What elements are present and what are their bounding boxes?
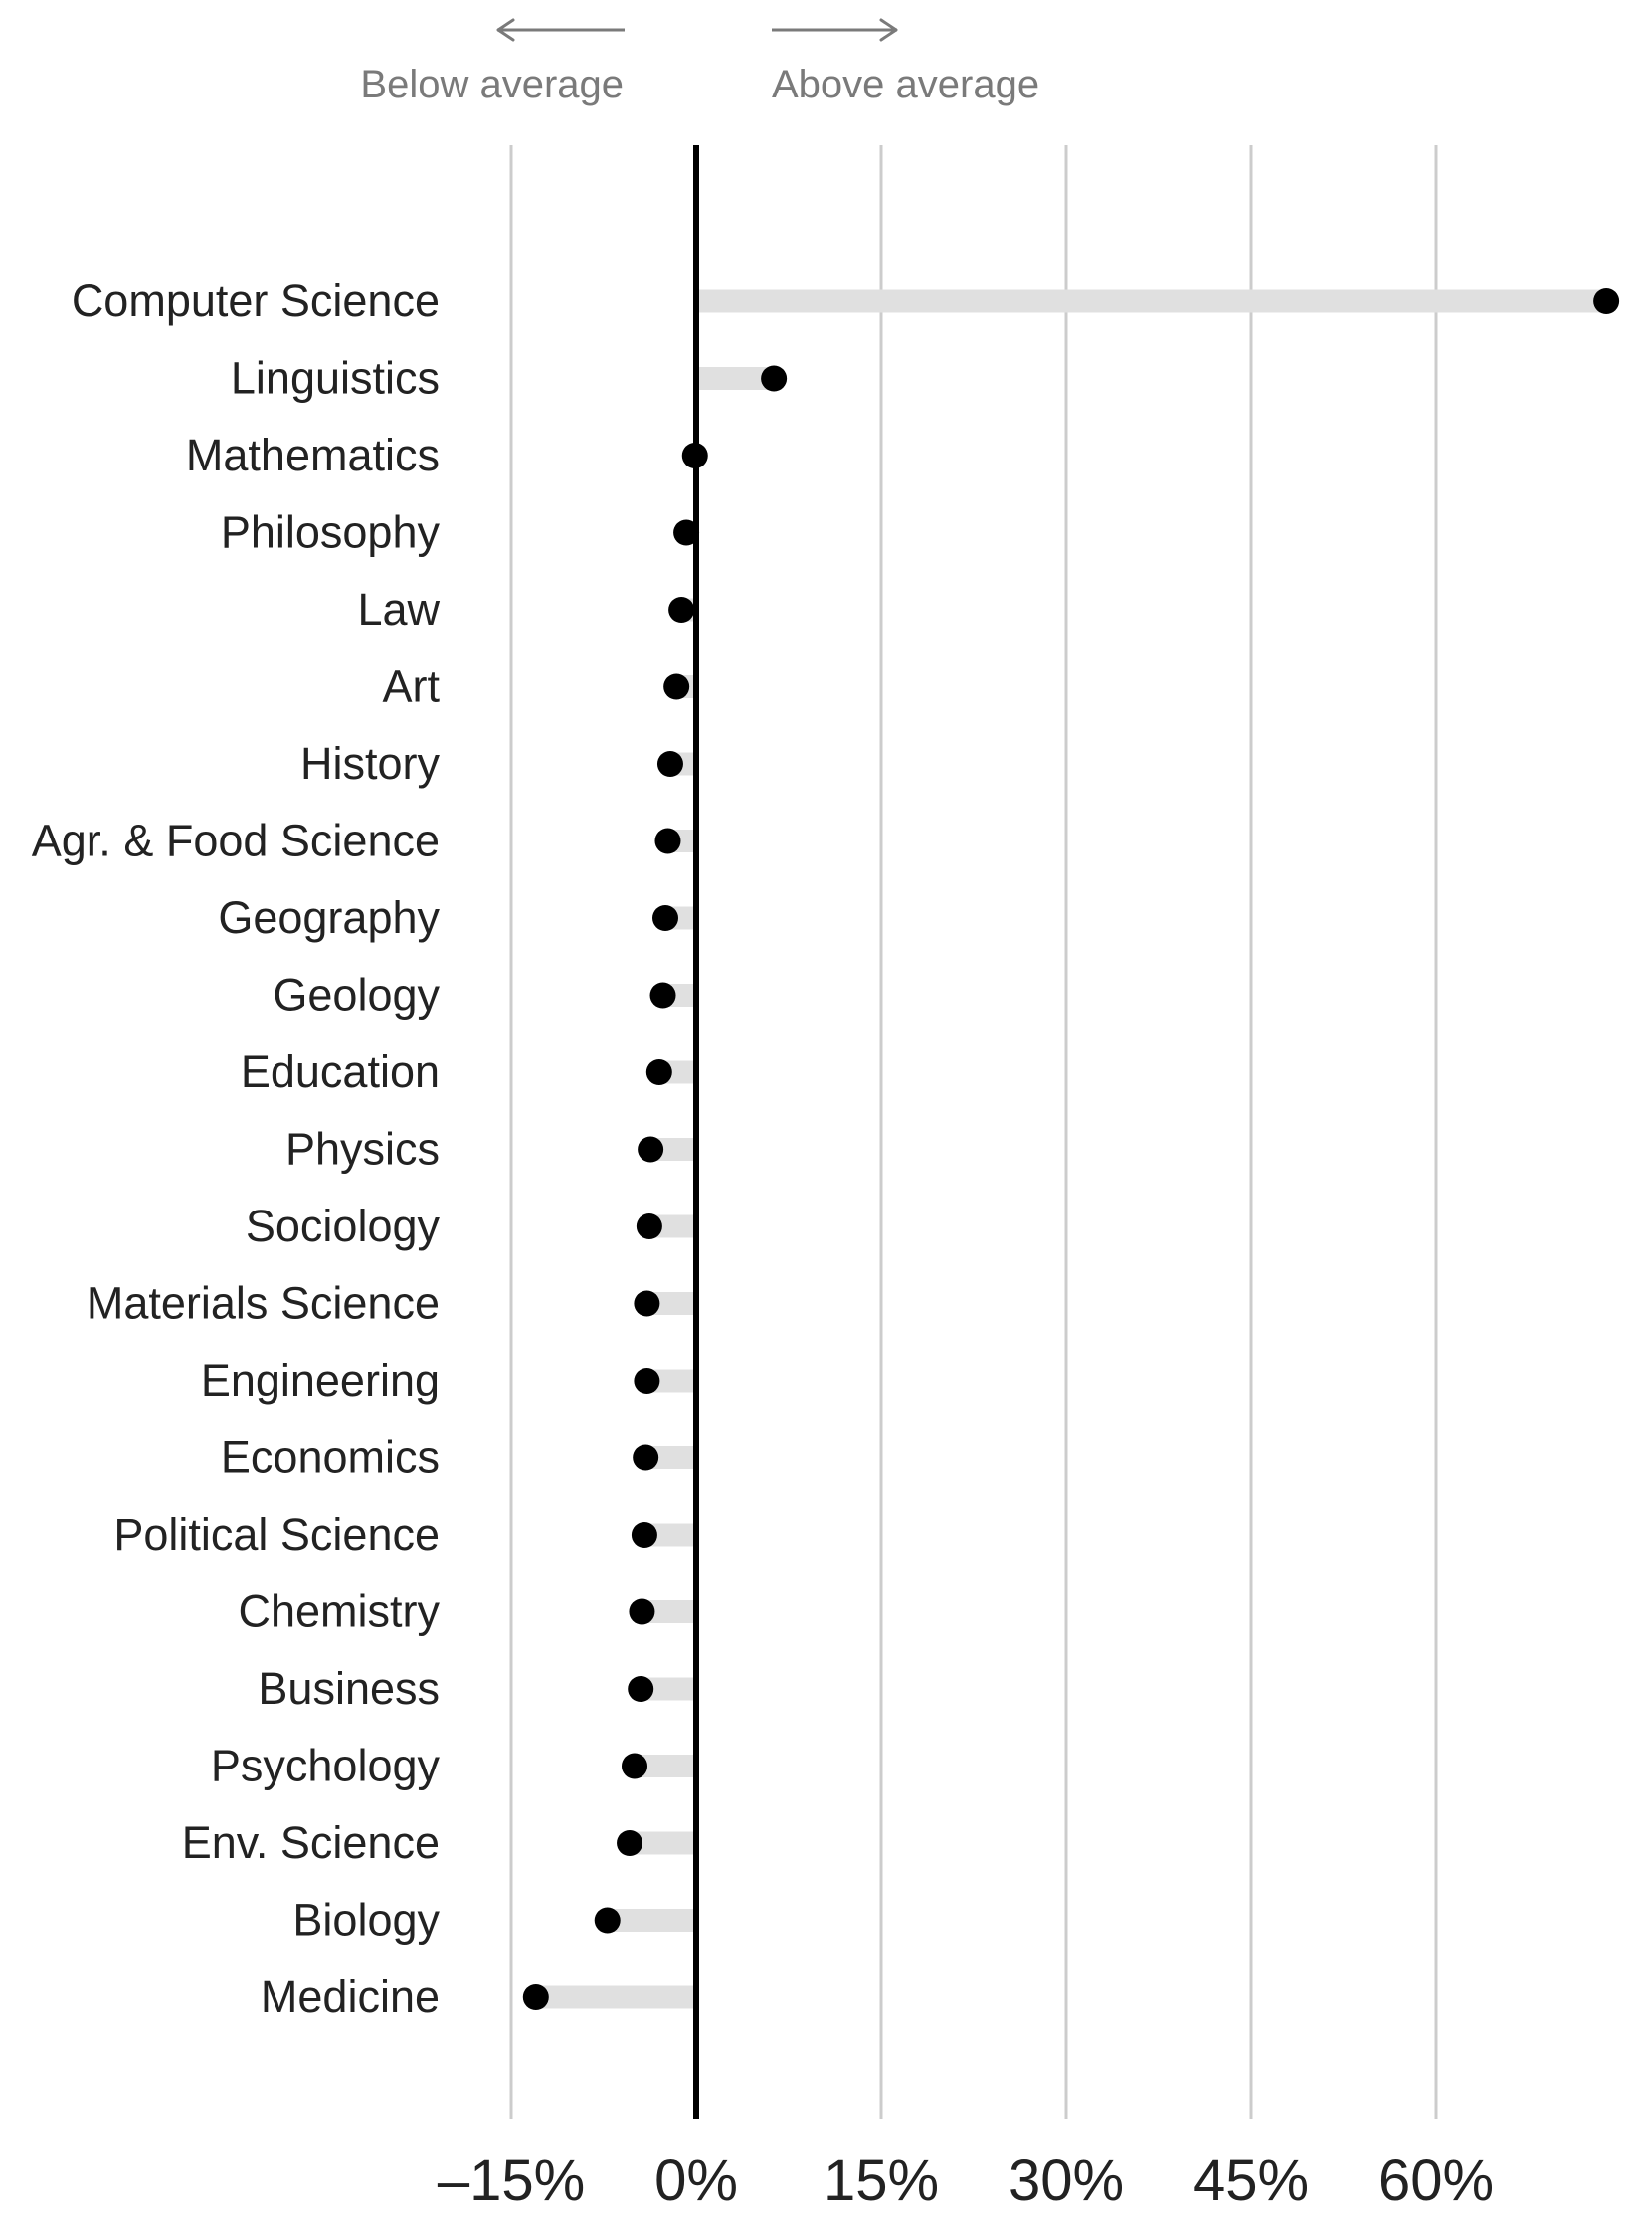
data-point (631, 1522, 657, 1548)
category-label: Geology (273, 970, 440, 1021)
data-point (663, 673, 690, 700)
category-label: Linguistics (231, 353, 440, 404)
data-point (1593, 288, 1620, 314)
category-label: Economics (221, 1432, 440, 1483)
data-point (654, 828, 681, 854)
direction-annotations: Below average Above average (360, 18, 1039, 106)
data-point (634, 1290, 660, 1317)
left-arrow-head (496, 18, 515, 42)
right-arrow-head (879, 18, 898, 42)
category-label: Engineering (201, 1355, 440, 1405)
category-labels: Computer Science Linguistics Mathematics Ph… (32, 276, 441, 2022)
data-point (668, 597, 695, 623)
data-point (673, 519, 700, 546)
category-label: Political Science (113, 1509, 440, 1560)
data-point (638, 1136, 664, 1163)
data-point (622, 1753, 647, 1779)
category-label: Education (241, 1046, 440, 1097)
category-label: Materials Science (87, 1278, 440, 1329)
data-point (594, 1907, 621, 1934)
above-average-label: Above average (772, 63, 1039, 106)
data-point (761, 365, 788, 392)
category-label: Chemistry (238, 1586, 440, 1637)
data-points (522, 288, 1620, 2010)
x-tick-label: 0% (654, 2148, 738, 2213)
data-point (652, 905, 678, 931)
data-point (634, 1368, 660, 1394)
category-label: Art (382, 661, 440, 712)
x-tick-label: 45% (1193, 2148, 1309, 2213)
data-point (645, 1059, 672, 1085)
gridlines (509, 145, 1438, 2119)
category-label: Psychology (211, 1741, 441, 1791)
data-point (522, 1984, 549, 2010)
x-tick-label: 30% (1009, 2148, 1124, 2213)
data-point (649, 982, 676, 1009)
data-point (628, 1676, 654, 1702)
data-point (656, 751, 683, 777)
data-point (617, 1830, 643, 1856)
data-point (629, 1598, 655, 1625)
data-point (681, 443, 708, 468)
category-label: Biology (292, 1895, 440, 1946)
category-label: Geography (218, 892, 440, 943)
category-label: Sociology (246, 1201, 441, 1251)
x-tick-labels: –15% 0% 15% 30% 45% 60% (438, 2148, 1494, 2213)
category-label: Law (357, 584, 440, 635)
category-label: Philosophy (221, 507, 441, 558)
category-label: Env. Science (182, 1817, 440, 1868)
category-label: Physics (285, 1124, 440, 1175)
x-tick-label: 15% (824, 2148, 939, 2213)
category-label: Medicine (261, 1971, 440, 2022)
x-tick-label: 60% (1378, 2148, 1494, 2213)
x-tick-label: –15% (438, 2148, 585, 2213)
category-label: Mathematics (186, 430, 440, 480)
data-point (633, 1444, 659, 1471)
category-label: Agr. & Food Science (32, 816, 440, 866)
below-average-label: Below average (360, 63, 624, 106)
category-label: Computer Science (72, 276, 440, 326)
category-label: History (300, 738, 441, 789)
data-point (636, 1213, 662, 1239)
category-label: Business (258, 1663, 440, 1714)
